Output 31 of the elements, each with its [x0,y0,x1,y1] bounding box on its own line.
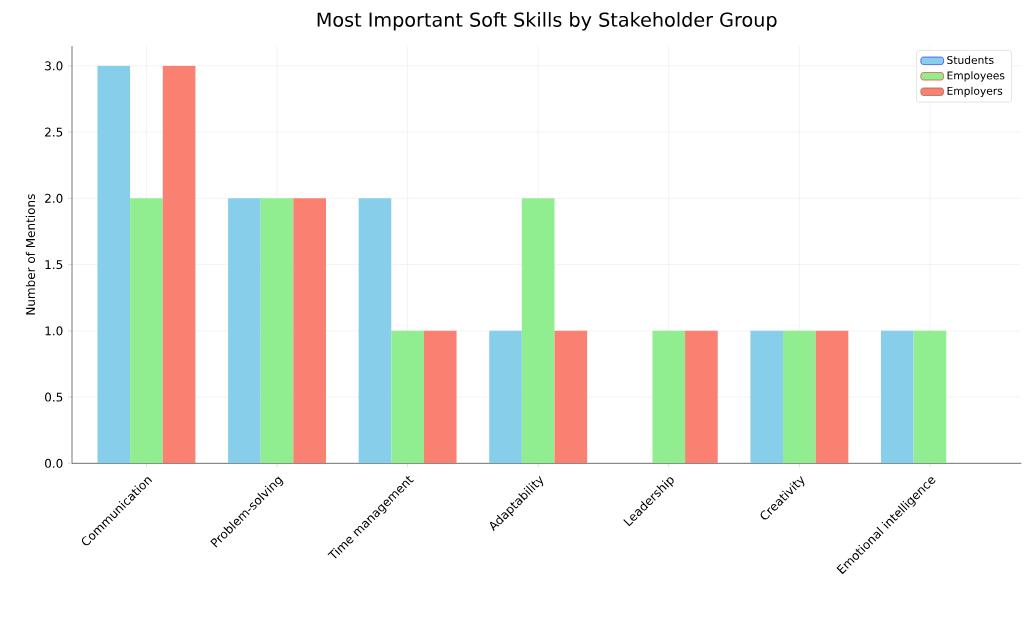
legend-label: Students [947,55,994,65]
legend-label: Employees [947,71,1005,82]
bar [228,198,261,464]
bar [815,330,849,464]
bar [554,330,588,464]
bar [783,330,816,464]
bar [652,330,686,464]
chart-title: Most Important Soft Skills by Stakeholder Group [317,12,777,31]
y-axis-title: Number of Mentions [25,194,36,315]
y-tick-label: 1.0 [45,326,63,336]
y-tick-label: 1.5 [45,260,63,270]
bar [423,330,457,464]
bar [130,198,163,464]
bar [162,65,196,464]
bar [685,330,718,464]
y-tick-label: 0.5 [45,392,63,402]
y-tick-label: 2.0 [45,193,63,203]
bar [521,198,555,464]
bar [358,198,392,464]
bar [293,198,326,464]
bar [260,198,294,464]
y-tick-label: 3.0 [45,61,63,71]
bar [97,65,131,464]
legend-label: Employers [947,86,1003,97]
bar [750,330,784,464]
bar [489,330,522,464]
y-tick-label: 2.5 [45,127,63,137]
bar [913,330,947,464]
bar [880,330,914,464]
bar [391,330,424,464]
y-tick-label: 0.0 [45,458,63,468]
